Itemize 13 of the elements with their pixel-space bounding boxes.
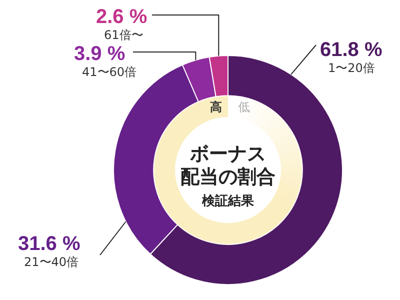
- data-label: 31.6 %: [18, 233, 80, 255]
- slice-label: 1〜20倍: [328, 61, 375, 75]
- slice-label: 41〜60倍: [82, 65, 137, 79]
- text: 低: [238, 99, 250, 116]
- text: 検証結果: [200, 193, 255, 210]
- data-label: 61.8 %: [320, 39, 382, 61]
- slice-label: 21〜40倍: [24, 255, 79, 269]
- slice-label: 61倍〜: [104, 28, 144, 42]
- text: 高: [210, 99, 222, 116]
- data-label: 3.9 %: [74, 43, 126, 65]
- text: ボーナス: [189, 143, 267, 166]
- data-label: 2.6 %: [96, 6, 148, 28]
- text: 配当の割合: [180, 166, 276, 189]
